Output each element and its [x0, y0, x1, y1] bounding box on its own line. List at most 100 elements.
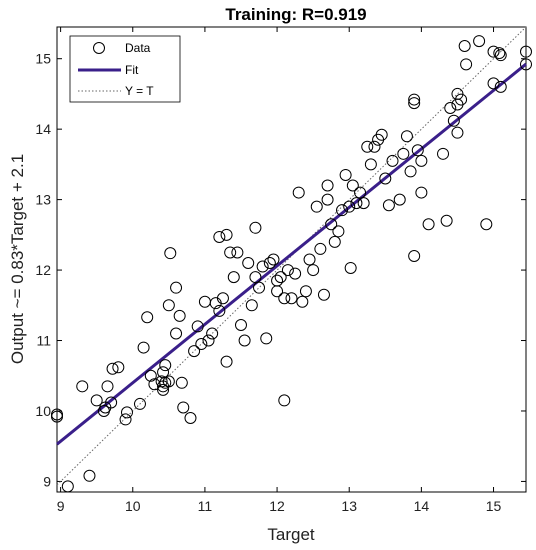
fit-line — [56, 62, 527, 446]
data-point — [216, 292, 229, 305]
data-point — [332, 225, 345, 238]
data-point — [234, 319, 247, 332]
data-point — [408, 93, 421, 106]
data-point — [263, 257, 276, 270]
data-point — [213, 230, 226, 243]
data-point — [238, 334, 251, 347]
data-point — [455, 93, 468, 106]
data-point — [220, 355, 233, 368]
data-point — [267, 253, 280, 266]
data-point — [101, 380, 114, 393]
data-point — [271, 274, 284, 287]
data-point — [310, 200, 323, 213]
data-point — [206, 327, 219, 340]
data-point — [256, 260, 269, 273]
y-tick-label: 12 — [35, 262, 51, 278]
x-tick-label: 11 — [198, 498, 213, 514]
x-tick-label: 10 — [125, 498, 141, 514]
x-tick-label: 15 — [486, 498, 502, 514]
plot-area — [56, 26, 527, 493]
x-axis-label: Target — [267, 525, 315, 544]
data-point — [164, 247, 177, 260]
y-tick-label: 13 — [35, 192, 51, 208]
data-point — [375, 128, 388, 141]
data-point — [343, 200, 356, 213]
data-point — [386, 154, 399, 167]
data-point — [61, 480, 74, 493]
data-point — [379, 172, 392, 185]
data-point — [224, 246, 237, 259]
data-point — [437, 147, 450, 160]
data-point — [344, 261, 357, 274]
data-point — [292, 186, 305, 199]
data-point — [213, 304, 226, 317]
data-point — [188, 345, 201, 358]
data-point — [170, 327, 183, 340]
data-point — [191, 320, 204, 333]
data-point — [408, 249, 421, 262]
data-point — [336, 204, 349, 217]
data-point — [162, 299, 175, 312]
data-point — [159, 359, 172, 372]
data-point — [231, 246, 244, 259]
data-point — [281, 264, 294, 277]
data-point — [285, 292, 298, 305]
axis-ticks: 9 10 11 12 13 14 15 9 10 11 12 13 14 15 — [35, 27, 526, 514]
data-point — [299, 285, 312, 298]
data-point — [105, 396, 118, 409]
data-point — [175, 376, 188, 389]
data-point — [354, 186, 367, 199]
data-point — [364, 158, 377, 171]
data-point — [321, 193, 334, 206]
data-points — [51, 35, 532, 493]
data-point — [400, 130, 413, 143]
data-point — [51, 410, 63, 423]
data-point — [382, 199, 395, 212]
data-point — [368, 140, 381, 153]
data-point — [487, 45, 500, 58]
chart-title: Training: R=0.919 — [225, 5, 366, 24]
data-point — [162, 375, 175, 388]
x-tick-label: 12 — [269, 498, 285, 514]
data-point — [480, 218, 493, 231]
data-point — [173, 309, 186, 322]
data-point — [119, 413, 132, 426]
data-point — [195, 338, 208, 351]
data-point — [260, 332, 273, 345]
data-point — [404, 165, 417, 178]
data-point — [325, 218, 338, 231]
data-point — [328, 235, 341, 248]
data-point — [447, 114, 460, 127]
data-point — [393, 193, 406, 206]
data-point — [520, 45, 532, 58]
data-point — [144, 369, 157, 382]
data-point — [112, 361, 125, 374]
x-tick-label: 14 — [414, 498, 430, 514]
data-point — [487, 77, 500, 90]
data-point — [227, 271, 240, 284]
data-point — [444, 102, 457, 115]
data-point — [296, 295, 309, 308]
y-tick-label: 9 — [43, 473, 51, 489]
data-point — [278, 292, 291, 305]
y-tick-label: 15 — [35, 51, 51, 67]
y-tick-label: 14 — [35, 121, 51, 137]
data-point — [249, 221, 262, 234]
data-point — [278, 394, 291, 407]
x-tick-label: 9 — [57, 498, 65, 514]
data-point — [76, 380, 89, 393]
data-point — [202, 334, 215, 347]
data-point — [184, 412, 197, 425]
data-point — [473, 35, 486, 48]
x-tick-label: 13 — [341, 498, 357, 514]
data-point — [321, 179, 334, 192]
data-point — [274, 271, 287, 284]
data-point — [90, 394, 103, 407]
data-point — [242, 257, 255, 270]
data-point — [141, 311, 154, 324]
data-point — [245, 299, 258, 312]
data-point — [408, 97, 421, 110]
data-point — [303, 253, 316, 266]
data-point — [339, 168, 352, 181]
data-point — [422, 218, 435, 231]
